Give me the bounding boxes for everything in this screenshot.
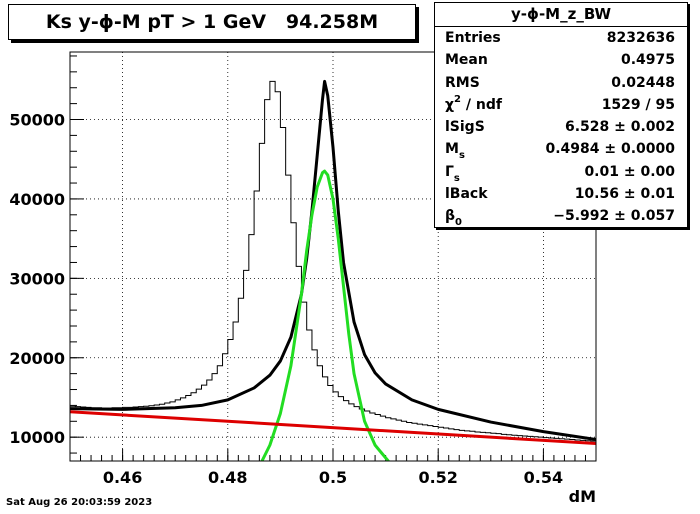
stats-row: Ms 0.4984 ± 0.0000	[435, 138, 687, 162]
stats-value: −5.992 ± 0.057	[553, 208, 675, 225]
stats-label: Mean	[445, 52, 488, 69]
background-curve	[70, 410, 596, 446]
x-tick-label: 0.54	[524, 468, 563, 487]
stats-value: 6.528 ± 0.002	[564, 119, 675, 136]
stats-row: Mean 0.4975	[435, 49, 687, 71]
stats-label: β0	[445, 208, 462, 229]
stats-row: β0 −5.992 ± 0.057	[435, 205, 687, 229]
x-tick-label: 0.48	[208, 468, 247, 487]
stats-label: lSigS	[445, 119, 485, 136]
stats-value: 0.4975	[620, 52, 675, 69]
plot-frame	[69, 51, 597, 462]
data-series	[70, 79, 596, 461]
y-tick-label: 20000	[9, 349, 65, 368]
stats-rows: Entries 8232636 Mean 0.4975 RMS 0.02448 χ2 / n…	[435, 27, 687, 228]
stats-row: Γs 0.01 ± 0.00	[435, 161, 687, 184]
y-tick-label: 30000	[9, 269, 65, 288]
stats-row: lBack 10.56 ± 0.01	[435, 183, 687, 205]
histogram-series	[70, 80, 596, 442]
stats-label: Entries	[445, 30, 501, 46]
stats-label: Γs	[445, 163, 460, 184]
x-tick-label: 0.52	[418, 468, 457, 487]
stats-label: χ2 / ndf	[445, 93, 502, 113]
chart-title: Ks y-ϕ-M pT > 1 GeV 94.258M	[8, 4, 416, 40]
stats-label: lBack	[445, 186, 488, 203]
stats-row: lSigS 6.528 ± 0.002	[435, 116, 687, 138]
stats-header: y-ϕ-M_z_BW	[435, 3, 687, 27]
stats-row: RMS 0.02448	[435, 72, 687, 94]
stats-value: 0.4984 ± 0.0000	[545, 141, 675, 158]
stats-row: χ2 / ndf 1529 / 95	[435, 94, 687, 116]
x-tick-label: 0.5	[319, 468, 347, 487]
y-tick-label: 50000	[9, 111, 65, 130]
x-axis-title: dM	[569, 487, 596, 506]
stats-value: 10.56 ± 0.01	[574, 186, 675, 203]
signal-curve	[260, 169, 390, 461]
stats-box: y-ϕ-M_z_BW Entries 8232636 Mean 0.4975 RMS 0.…	[434, 2, 688, 228]
stats-value: 0.01 ± 0.00	[584, 163, 675, 180]
timestamp: Sat Aug 26 20:03:59 2023	[6, 497, 153, 508]
stats-value: 1529 / 95	[601, 96, 675, 113]
fit-total-curve	[70, 79, 596, 442]
y-tick-label: 10000	[9, 428, 65, 447]
tick-labels: 0.46 0.48 0.5 0.52 0.54 10000 20000 30000 40000 5…	[9, 111, 563, 487]
stats-value: 8232636	[606, 30, 675, 46]
x-tick-label: 0.46	[103, 468, 142, 487]
stats-row: Entries 8232636	[435, 27, 687, 49]
stats-label: RMS	[445, 74, 480, 91]
y-tick-label: 40000	[9, 190, 65, 209]
stats-label: Ms	[445, 141, 465, 162]
stats-value: 0.02448	[611, 74, 675, 91]
